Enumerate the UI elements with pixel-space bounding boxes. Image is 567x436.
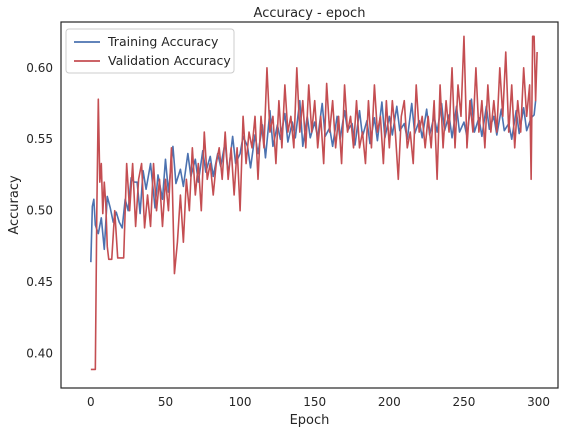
y-tick-label: 0.45	[26, 275, 53, 289]
legend-label-training: Training Accuracy	[107, 34, 219, 49]
x-tick-label: 50	[158, 395, 173, 409]
series-lines	[90, 35, 538, 371]
y-tick-label: 0.60	[26, 61, 53, 75]
legend-box	[65, 28, 235, 74]
legend: Training Accuracy Validation Accuracy	[65, 28, 235, 74]
x-tick-label: 300	[527, 395, 550, 409]
plot-frame	[60, 21, 559, 389]
y-tick-label: 0.40	[26, 347, 53, 361]
y-axis-label: Accuracy	[7, 175, 22, 235]
ticks: 0 50 100 150 200 250 300 0.40 0.45 0.50 0.55 0.60	[26, 61, 550, 409]
y-tick-label: 0.50	[26, 204, 53, 218]
y-tick-label: 0.55	[26, 132, 53, 146]
x-tick-label: 150	[303, 395, 326, 409]
validation-accuracy-line	[90, 35, 538, 371]
x-axis-label: Epoch	[290, 413, 330, 428]
chart-title: Accuracy - epoch	[254, 6, 366, 21]
x-tick-label: 200	[378, 395, 401, 409]
x-tick-label: 100	[229, 395, 252, 409]
legend-label-validation: Validation Accuracy	[108, 53, 231, 68]
x-tick-label: 0	[87, 395, 95, 409]
x-tick-label: 250	[453, 395, 476, 409]
